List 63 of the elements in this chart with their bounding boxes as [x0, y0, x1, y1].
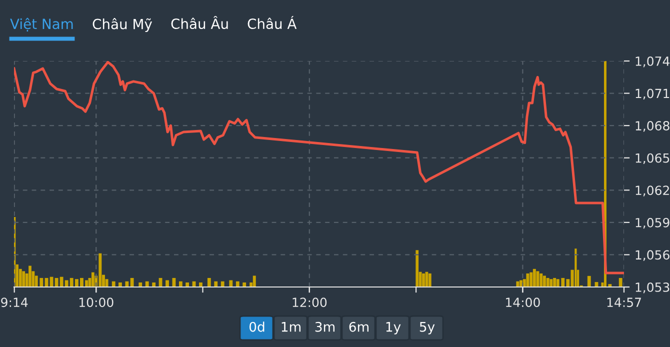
- bar: [220, 281, 224, 287]
- bar: [618, 278, 622, 287]
- bar: [428, 273, 432, 287]
- bar: [91, 272, 94, 287]
- bar: [553, 278, 556, 287]
- x-tick-label: 9:14: [1, 298, 28, 308]
- bar: [214, 281, 218, 287]
- bar: [536, 271, 540, 287]
- x-tick-label: 14:00: [506, 298, 540, 308]
- text: 6m: [349, 322, 369, 332]
- bar: [516, 281, 520, 287]
- bar: [178, 281, 182, 287]
- bar: [105, 279, 108, 287]
- bar: [422, 273, 425, 287]
- text: 3m: [315, 322, 335, 332]
- y-tick-label: 1,074: [636, 56, 670, 68]
- bar: [574, 248, 577, 287]
- bar: [242, 282, 246, 287]
- bar: [199, 282, 202, 287]
- text: Châu Mỹ: [92, 18, 152, 32]
- text: 5y: [420, 322, 435, 334]
- x-tick-label: 14:57: [607, 298, 641, 308]
- y-tick-label: 1,056: [636, 250, 670, 261]
- bar: [28, 266, 32, 287]
- bar: [207, 278, 211, 287]
- bar: [98, 253, 102, 287]
- bar: [22, 271, 26, 287]
- text: 0d: [249, 322, 264, 332]
- bar: [130, 278, 134, 287]
- bar: [532, 268, 536, 287]
- bar: [526, 273, 530, 287]
- text: Châu Á: [248, 16, 297, 30]
- y-tick-label: 1,053: [636, 282, 670, 294]
- bar: [18, 268, 22, 287]
- y-tick-label: 1,071: [636, 88, 670, 100]
- bar: [530, 272, 533, 287]
- text: 1m: [282, 322, 301, 332]
- x-tick-label: 12:00: [292, 298, 327, 308]
- bar: [125, 281, 129, 287]
- y-tick-label: 1,068: [636, 121, 670, 132]
- bar: [229, 280, 233, 287]
- bar: [166, 280, 169, 287]
- bar: [186, 282, 189, 287]
- bar: [587, 276, 591, 287]
- bar: [138, 282, 142, 287]
- bar: [550, 279, 553, 287]
- text: 1y: [386, 322, 401, 334]
- bar: [112, 281, 116, 287]
- bar: [145, 281, 149, 287]
- bar: [416, 250, 419, 287]
- x-tick-label: 10:00: [79, 298, 114, 308]
- bar: [236, 281, 240, 287]
- text: Châu Âu: [171, 16, 228, 30]
- bar: [546, 278, 550, 287]
- bar: [252, 276, 256, 287]
- y-tick-label: 1,062: [636, 186, 669, 196]
- text: Việt Nam: [10, 18, 73, 32]
- bar: [540, 273, 543, 287]
- y-tick-label: 1,059: [636, 218, 670, 229]
- bar: [542, 276, 546, 287]
- bar: [118, 282, 122, 287]
- y-tick-label: 1,065: [636, 153, 670, 164]
- bar: [152, 282, 156, 287]
